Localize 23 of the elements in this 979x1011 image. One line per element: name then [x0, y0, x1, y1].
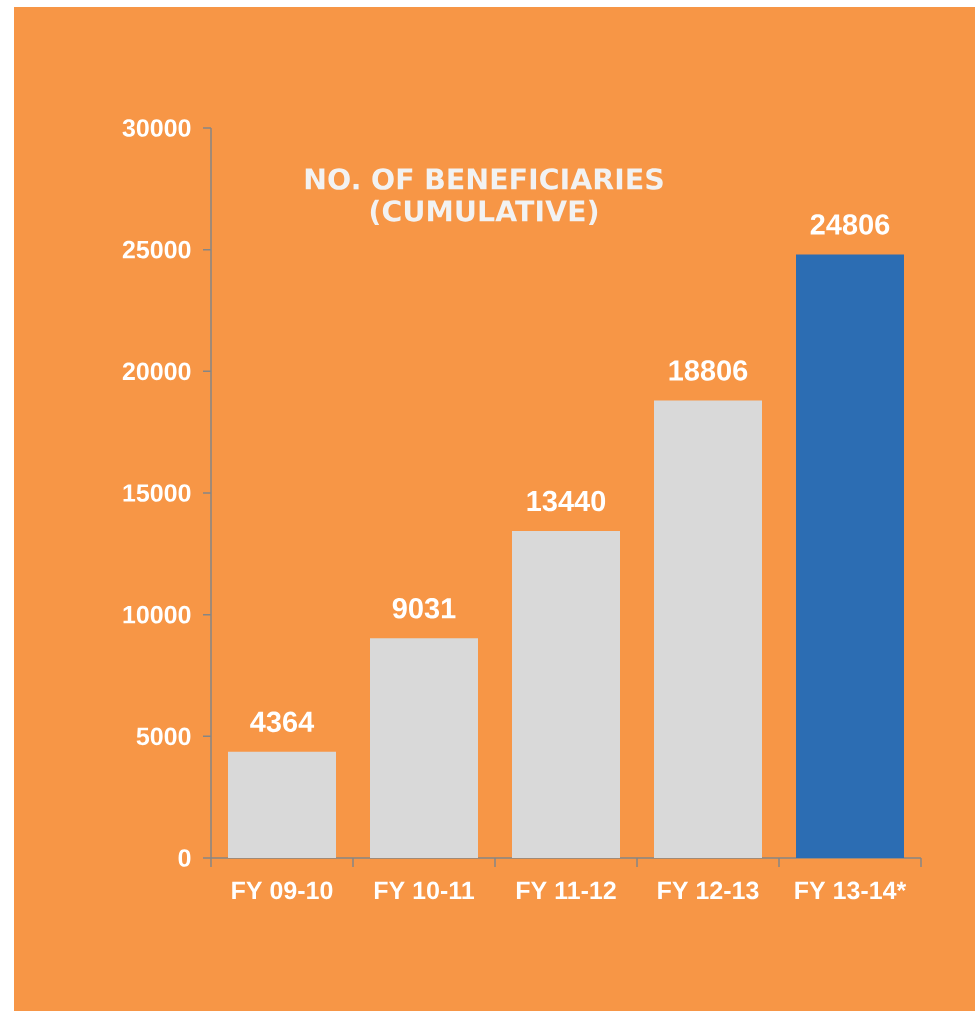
- x-tick-label: FY 13-14*: [795, 881, 907, 900]
- bar: [228, 751, 336, 858]
- x-tick-label: FY 09-10: [232, 881, 333, 900]
- x-tick-label: FY 12-13: [658, 881, 759, 900]
- bar: [370, 638, 478, 858]
- bar: [512, 530, 620, 858]
- y-tick-label: 30000: [122, 119, 191, 137]
- bar: [796, 254, 904, 858]
- y-tick-label: 20000: [122, 362, 191, 381]
- text: NO. OF BENEFICIARIES (CUMULATIVE): [305, 168, 663, 226]
- data-label: 18806: [669, 360, 748, 381]
- y-tick-label: 5000: [136, 727, 191, 746]
- y-tick-label: 25000: [122, 240, 191, 259]
- x-tick-label: FY 10-11: [374, 881, 475, 900]
- data-label: 9031: [392, 597, 456, 619]
- data-label: 13440: [527, 490, 606, 512]
- y-tick-label: 10000: [123, 605, 191, 624]
- data-label: 24806: [810, 214, 890, 235]
- x-tick-label: FY 11-12: [516, 881, 616, 899]
- y-tick-label: 0: [178, 849, 191, 867]
- y-tick-label: 15000: [123, 484, 191, 502]
- data-label: 4364: [250, 711, 315, 733]
- bar: [654, 400, 762, 858]
